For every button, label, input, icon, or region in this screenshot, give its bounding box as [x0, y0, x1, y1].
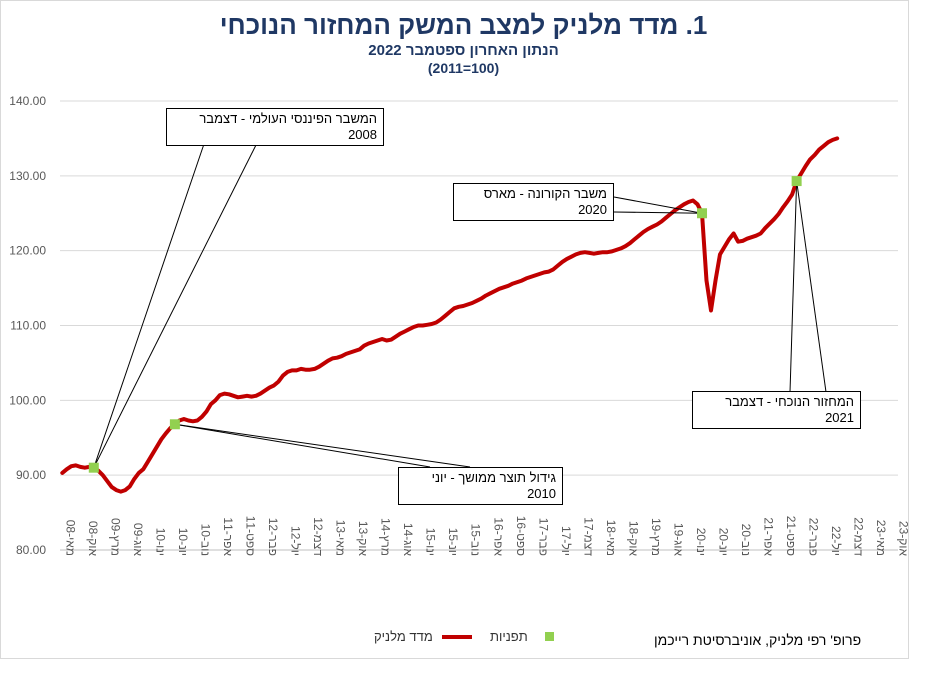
- annotation-year: 2020: [578, 202, 607, 217]
- annotation-text: משבר הקורונה - מארס: [483, 186, 607, 201]
- legend-marker-swatch: [545, 632, 555, 642]
- chart-subtitle: הנתון האחרון ספטמבר 2022: [368, 42, 559, 59]
- x-tick-label: אוג-09: [131, 523, 145, 557]
- annotation-text: המשבר הפיננסי העולמי - דצמבר: [199, 111, 377, 126]
- x-tick-label: מאי-08: [63, 520, 77, 556]
- annotation-year: 2010: [527, 486, 556, 501]
- annotation-current-cycle: המחזור הנוכחי - דצמבר 2021: [692, 391, 861, 429]
- turning-point-marker: [697, 208, 708, 219]
- credit-text: פרופ' רפי מלניק, אוניברסיטת רייכמן: [654, 632, 862, 648]
- annotation-leader-line: [174, 423, 431, 468]
- annotation-corona-crisis: משבר הקורונה - מארס 2020: [453, 183, 614, 221]
- x-tick-label: יול-22: [829, 526, 843, 556]
- legend-markers: תפניות: [490, 628, 555, 645]
- x-tick-label: יונ-15: [446, 528, 460, 556]
- legend-line-label: מדד מלניק: [374, 629, 433, 645]
- y-tick-label: 110.00: [10, 319, 46, 333]
- x-tick-label: מאי-23: [874, 520, 888, 556]
- x-tick-label: יונ-20: [717, 528, 731, 556]
- x-tick-label: מרץ-14: [379, 518, 393, 556]
- annotation-gdp-growth: גידול תוצר ממושך - יוני 2010: [398, 467, 563, 505]
- annotation-financial-crisis: המשבר הפיננסי העולמי - דצמבר 2008: [166, 108, 384, 146]
- x-tick-label: ספט-21: [784, 516, 798, 556]
- legend: מדד מלניק: [374, 628, 473, 645]
- x-tick-label: אוק-18: [626, 521, 640, 557]
- annotation-leader-line: [93, 140, 206, 468]
- annotation-leader-line: [93, 140, 259, 468]
- x-tick-label: נוב-20: [739, 524, 753, 556]
- x-tick-label: פבר-17: [536, 518, 550, 556]
- x-tick-label: אוק-13: [356, 521, 370, 557]
- x-tick-label: יול-12: [289, 526, 303, 556]
- annotation-text: המחזור הנוכחי - דצמבר: [725, 394, 854, 409]
- x-tick-label: מרץ-09: [108, 518, 122, 556]
- y-tick-label: 90.00: [16, 468, 46, 482]
- x-tick-label: נוב-10: [198, 524, 212, 556]
- x-tick-label: מאי-18: [604, 520, 618, 556]
- annotation-text: גידול תוצר ממושך - יוני: [431, 470, 556, 485]
- x-tick-label: אפר-11: [221, 517, 235, 556]
- x-tick-label: יול-17: [559, 526, 573, 556]
- x-tick-label: דצמ-12: [311, 517, 325, 556]
- annotation-leader-line: [789, 181, 798, 393]
- x-tick-label: מאי-13: [334, 520, 348, 556]
- y-tick-label: 130.00: [9, 169, 46, 183]
- y-tick-label: 140.00: [9, 94, 46, 108]
- x-tick-label: ספט-16: [514, 516, 528, 556]
- y-tick-label: 120.00: [9, 244, 46, 258]
- x-tick-label: פבר-22: [807, 518, 821, 556]
- annotation-leader-line: [796, 181, 827, 393]
- annotation-leader-line: [613, 196, 703, 214]
- x-tick-label: אוג-14: [401, 523, 415, 557]
- turning-point-marker: [88, 462, 99, 473]
- turning-point-marker: [169, 419, 180, 430]
- y-tick-label: 80.00: [16, 543, 46, 557]
- x-tick-label: אוג-19: [671, 523, 685, 557]
- x-tick-label: אוק-08: [86, 521, 100, 557]
- x-tick-label: דצמ-17: [581, 517, 595, 556]
- series-line-melnick-index: [60, 136, 840, 494]
- annotation-year: 2021: [825, 410, 854, 425]
- chart-frame: [0, 0, 909, 659]
- y-tick-label: 100.00: [9, 393, 46, 407]
- legend-line-swatch: [442, 634, 473, 639]
- legend-marker-label: תפניות: [490, 629, 528, 645]
- x-tick-label: אוק-23: [897, 521, 911, 557]
- x-tick-label: ינו-10: [153, 528, 167, 556]
- x-tick-label: אפר-16: [491, 517, 505, 556]
- annotation-leader-line: [174, 423, 471, 468]
- chart-title: 1. מדד מלניק למצב המשק המחזור הנוכחי: [219, 10, 708, 40]
- annotation-year: 2008: [348, 127, 377, 142]
- x-tick-label: אפר-21: [762, 517, 776, 556]
- chart-subtitle-base: (100=2011): [427, 60, 500, 76]
- x-tick-label: ספט-11: [243, 516, 257, 556]
- x-tick-label: מרץ-19: [649, 518, 663, 556]
- x-tick-label: ינו-15: [424, 528, 438, 556]
- x-tick-label: יונ-10: [176, 528, 190, 556]
- x-tick-label: דצמ-22: [852, 517, 866, 556]
- x-tick-label: פבר-12: [266, 518, 280, 556]
- x-tick-label: נוב-15: [469, 524, 483, 556]
- x-tick-label: ינו-20: [694, 528, 708, 556]
- turning-point-marker: [791, 176, 802, 187]
- annotation-leader-line: [613, 211, 703, 214]
